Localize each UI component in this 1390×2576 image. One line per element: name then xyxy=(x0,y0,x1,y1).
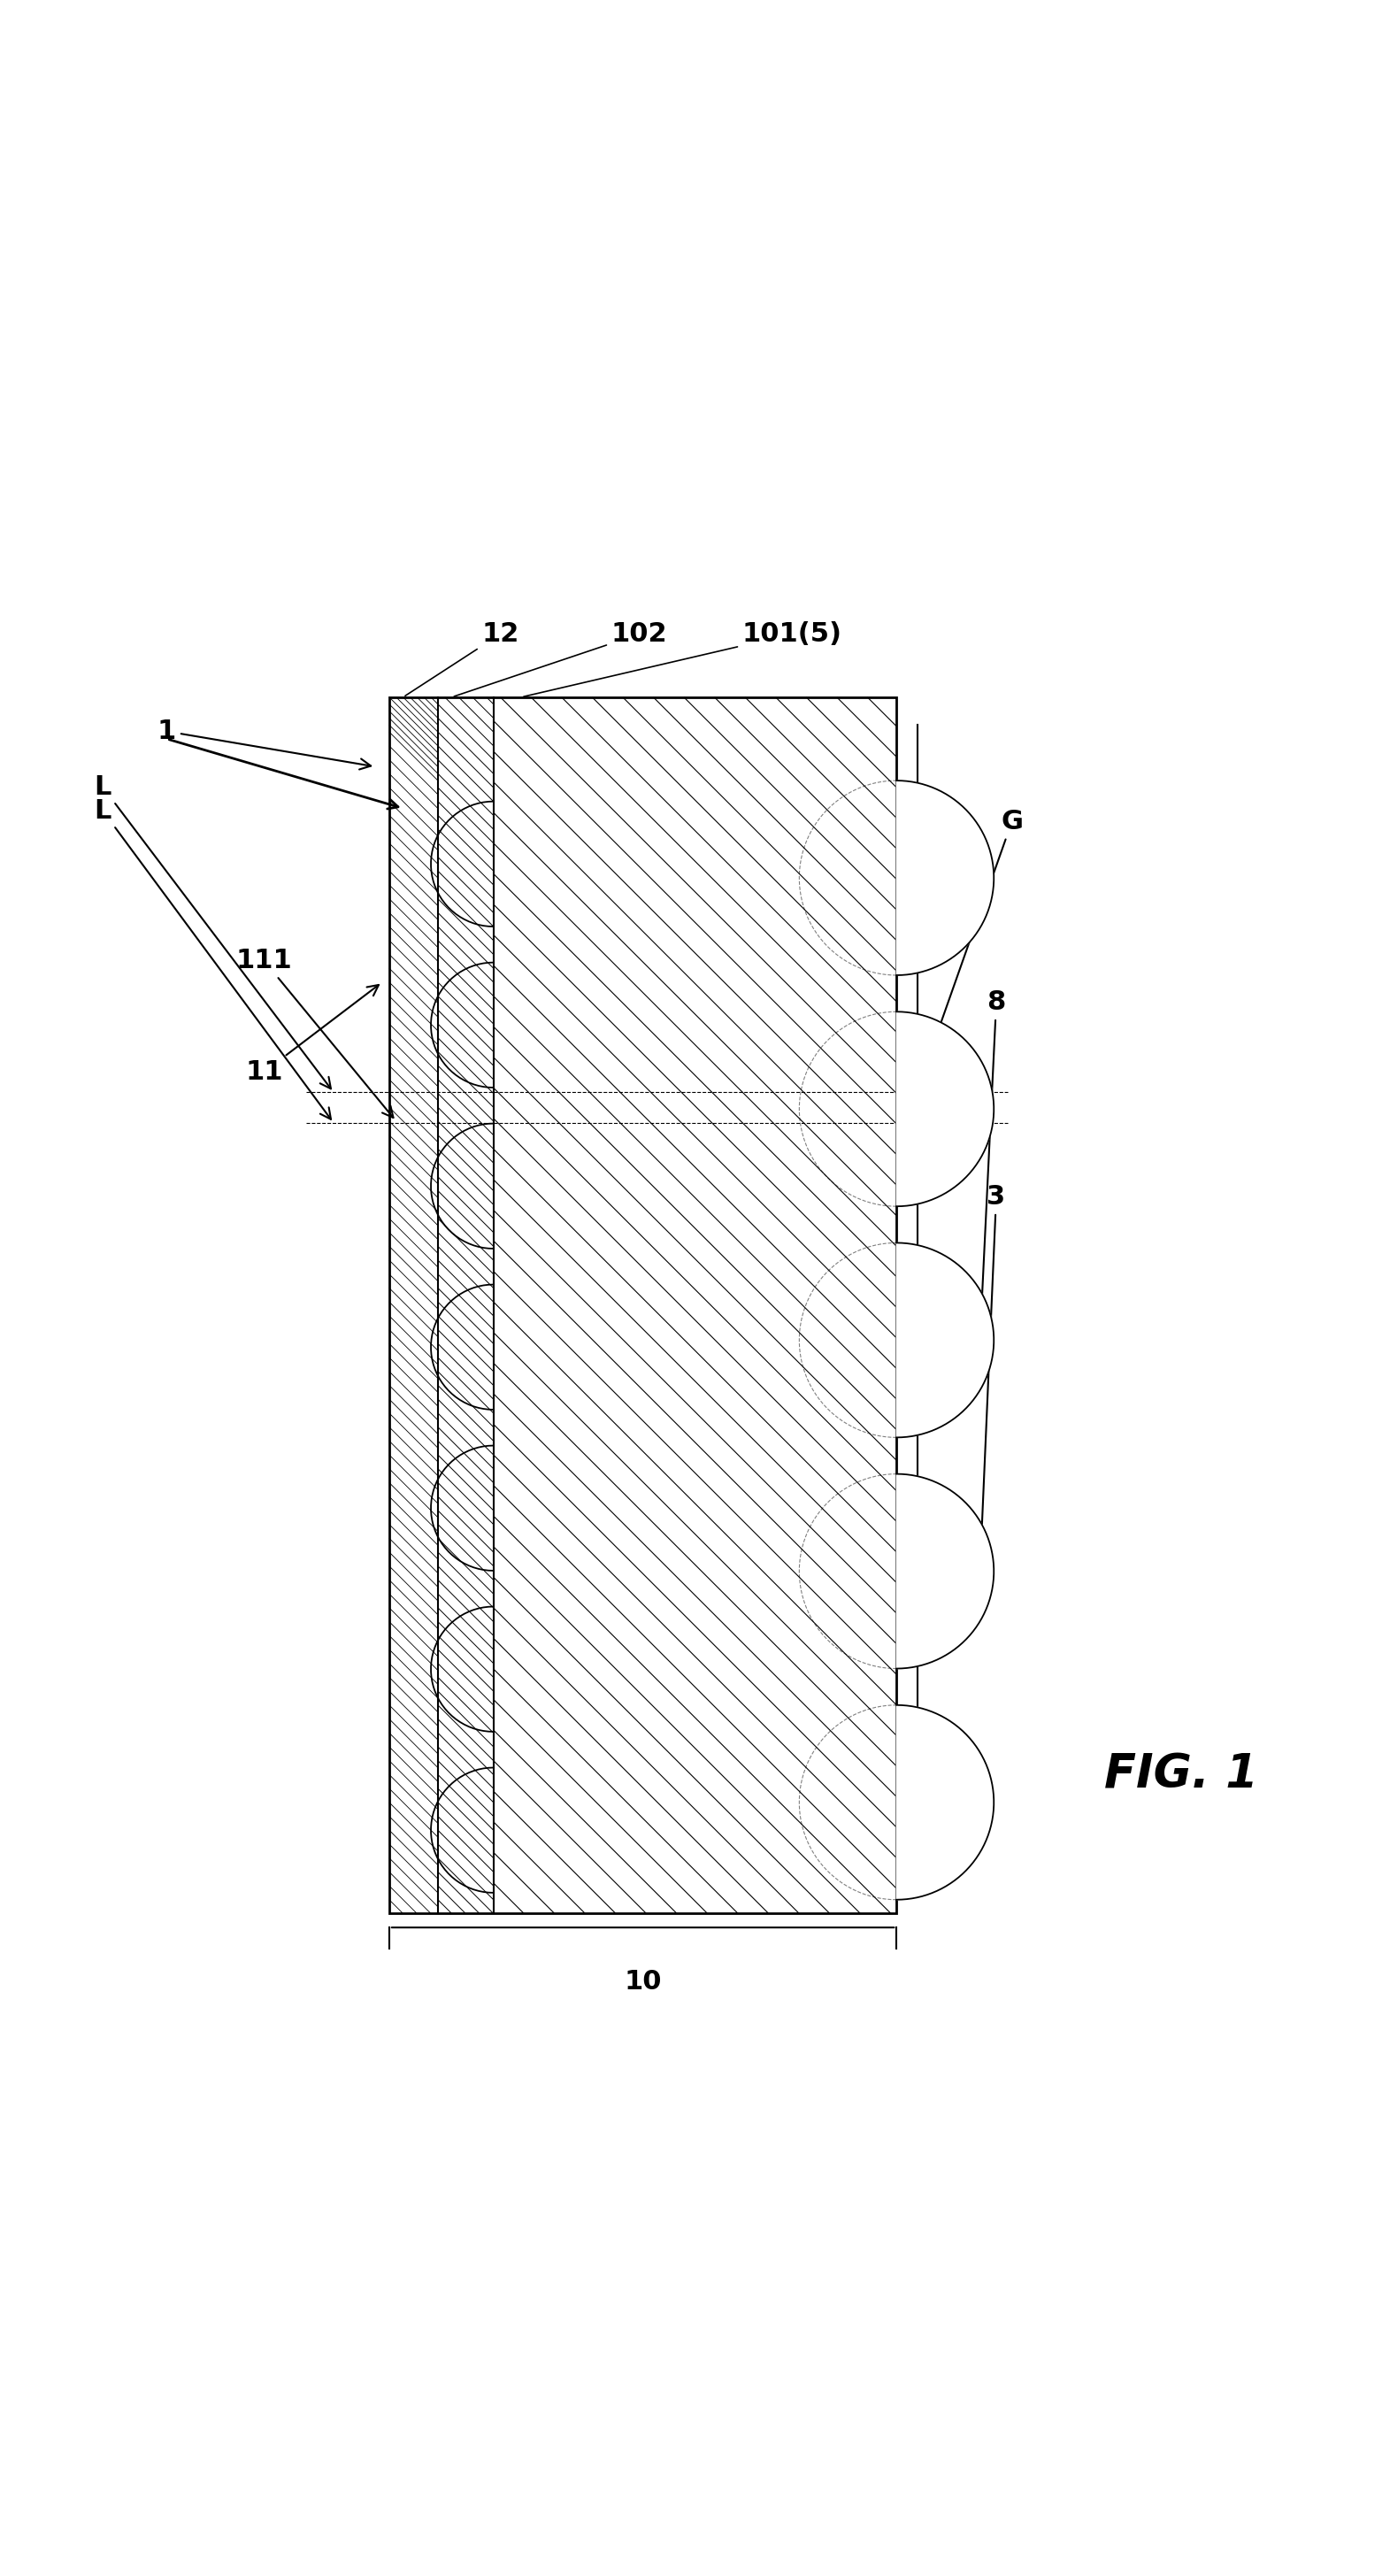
Polygon shape xyxy=(897,1473,994,1669)
Polygon shape xyxy=(897,781,994,976)
Text: 12: 12 xyxy=(404,621,518,696)
Text: 8: 8 xyxy=(976,989,1006,1334)
Text: 111: 111 xyxy=(236,948,393,1118)
Text: 101(5): 101(5) xyxy=(524,621,842,696)
Text: 3: 3 xyxy=(976,1185,1005,1566)
Text: L: L xyxy=(95,799,331,1121)
Text: FIG. 1: FIG. 1 xyxy=(1105,1752,1258,1798)
Text: 1: 1 xyxy=(157,719,371,770)
Text: 10: 10 xyxy=(624,1968,662,1994)
Polygon shape xyxy=(897,1012,994,1206)
Text: 102: 102 xyxy=(455,621,667,696)
Polygon shape xyxy=(897,1705,994,1899)
Text: G: G xyxy=(910,809,1023,1105)
Text: 11: 11 xyxy=(245,984,378,1084)
Text: L: L xyxy=(95,775,331,1090)
Bar xyxy=(389,698,897,1914)
Polygon shape xyxy=(897,1242,994,1437)
